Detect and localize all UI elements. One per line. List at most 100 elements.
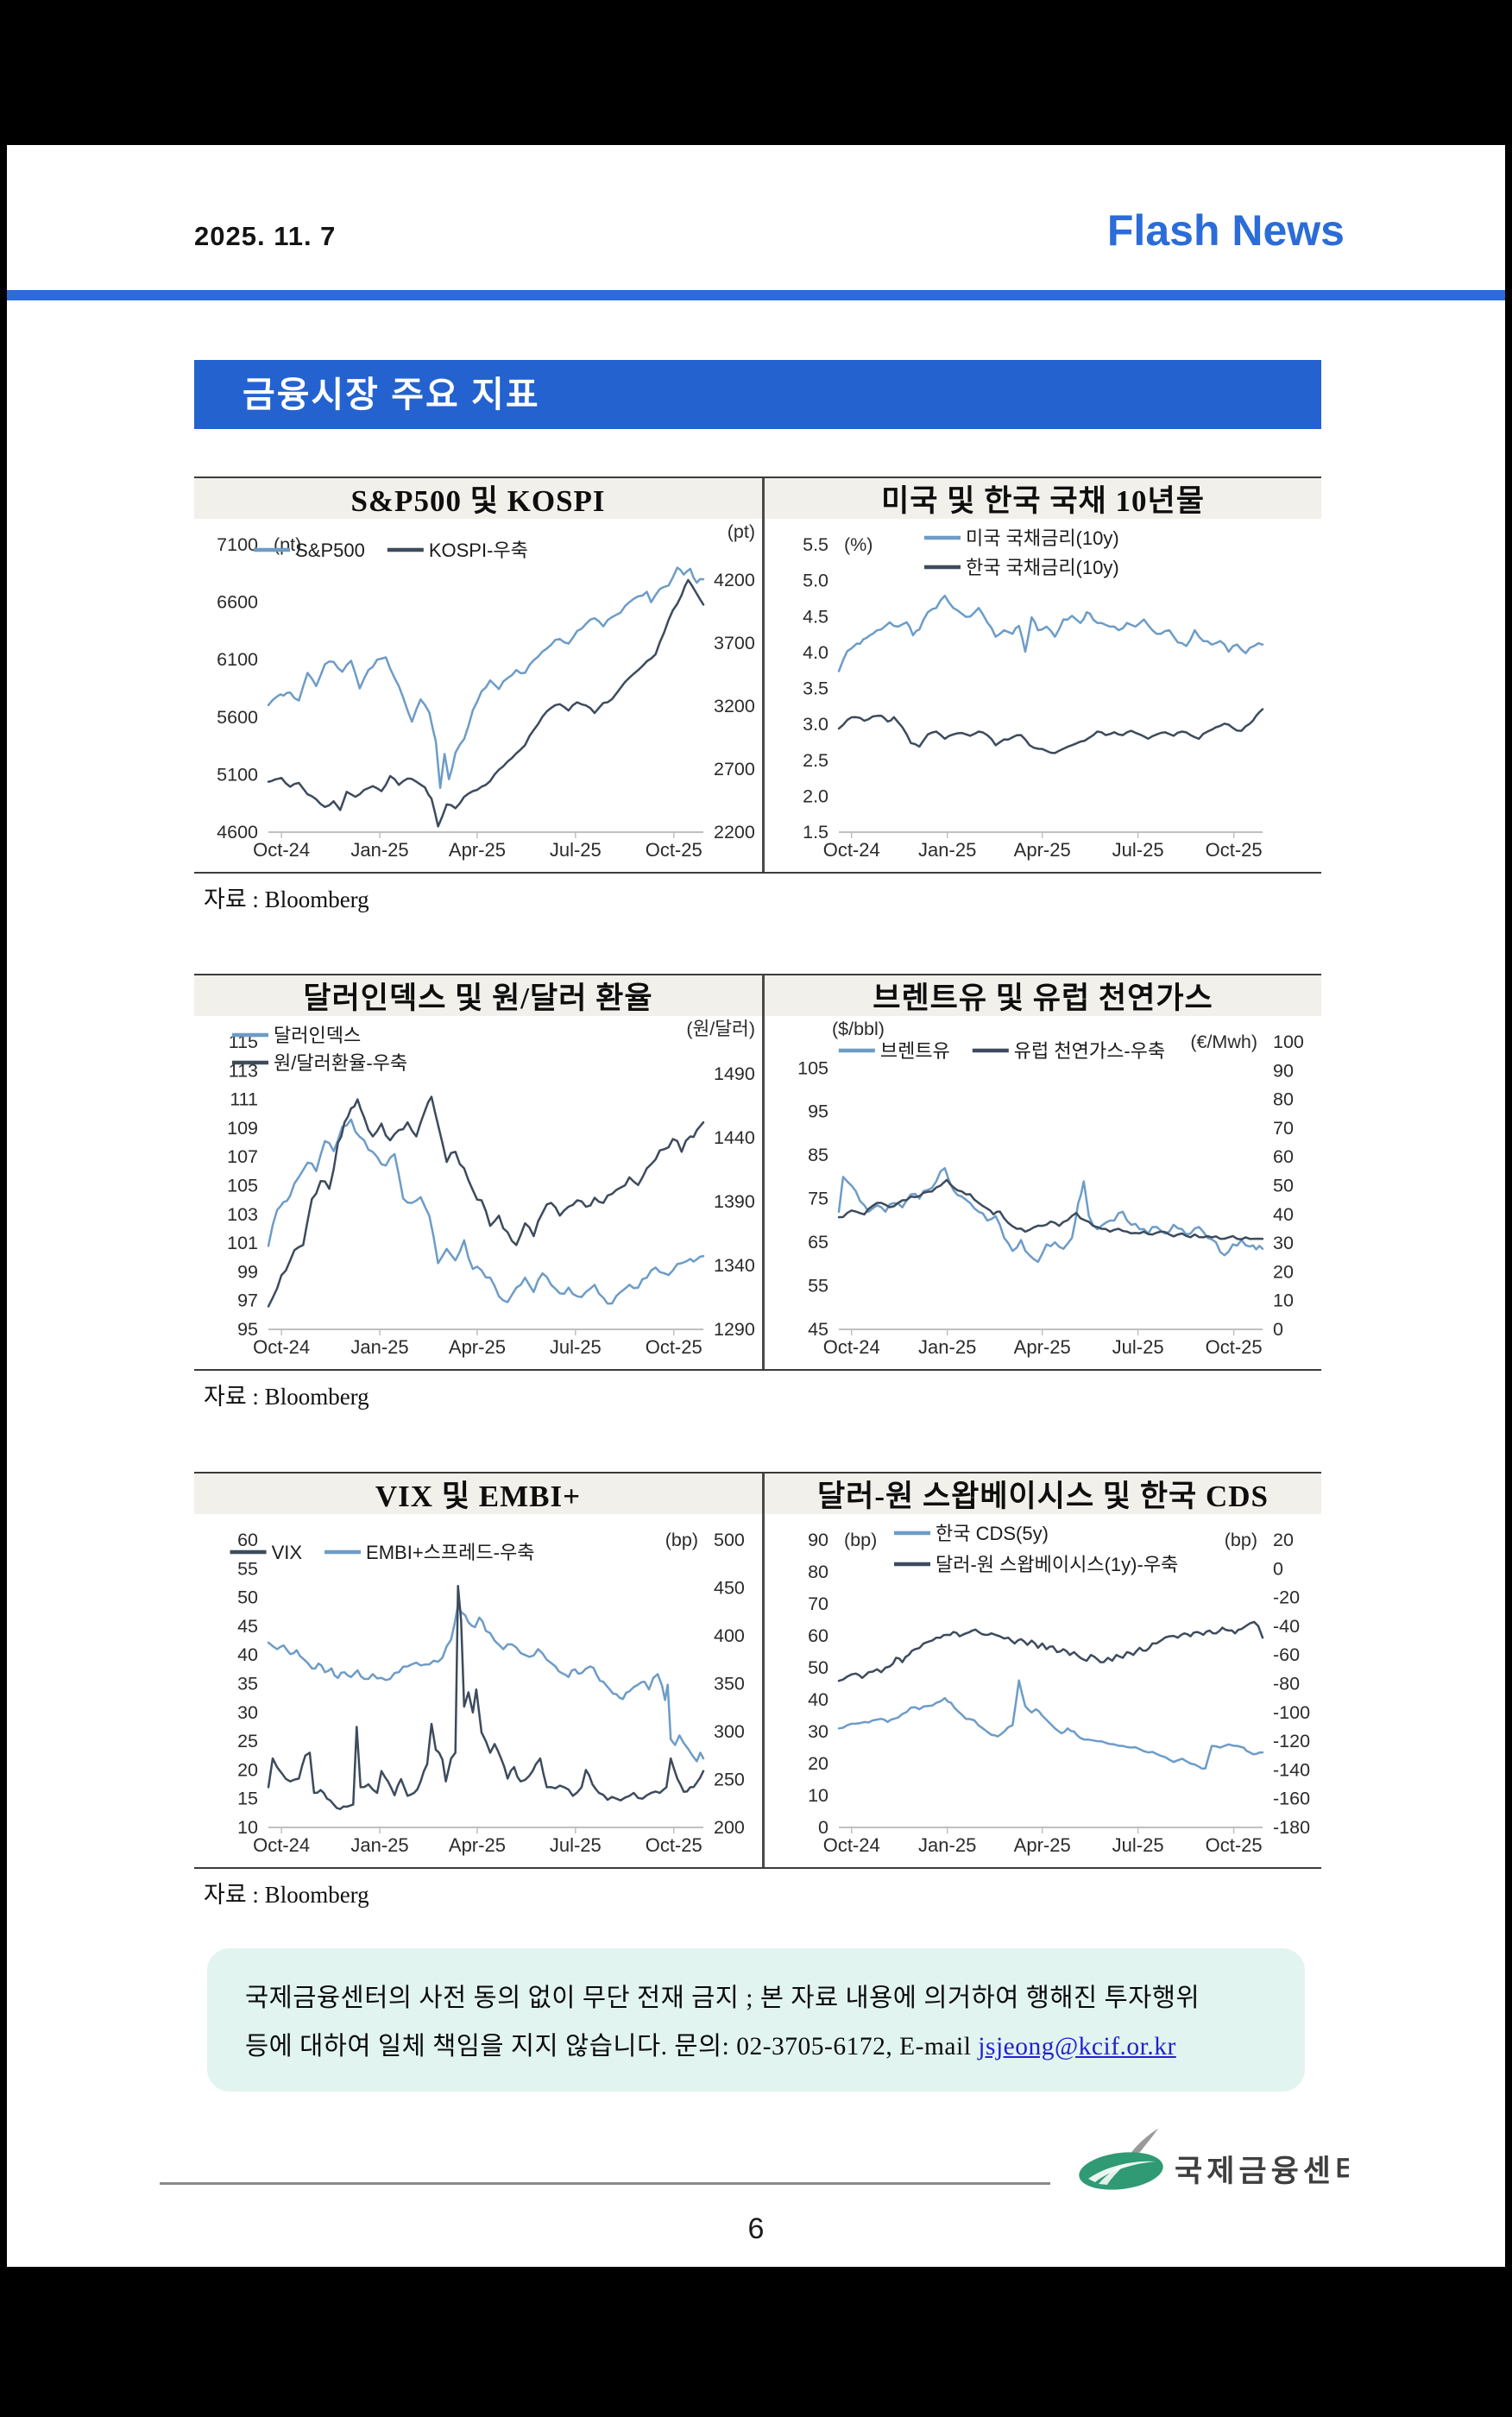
svg-text:달러-원 스왑베이시스(1y)-우축: 달러-원 스왑베이시스(1y)-우축: [936, 1554, 1178, 1575]
svg-text:50: 50: [808, 1657, 828, 1678]
svg-text:Oct-24: Oct-24: [253, 839, 310, 861]
chart-canvas-dxy-krw: Oct-24 Jan-25 Apr-25 Jul-25 Oct-251151131111…: [227, 1019, 755, 1358]
svg-text:브렌트유: 브렌트유: [880, 1040, 950, 1062]
svg-text:65: 65: [808, 1232, 828, 1253]
chart-panel-bonds-10y: 미국 및 한국 국채 10년물 Oct-24 Jan-25 Apr-25 Jul-25…: [762, 478, 1321, 872]
svg-text:2.5: 2.5: [803, 750, 828, 771]
svg-text:Jan-25: Jan-25: [350, 1834, 408, 1856]
svg-text:15: 15: [237, 1789, 258, 1809]
svg-text:(%): (%): [844, 534, 873, 555]
svg-text:-80: -80: [1273, 1674, 1300, 1694]
chart-row-3: VIX 및 EMBI+ Oct-24 Jan-25 Apr-25 Jul-25 Oct-…: [194, 1472, 1321, 1869]
svg-text:Apr-25: Apr-25: [449, 839, 506, 861]
svg-text:60: 60: [237, 1530, 258, 1550]
svg-text:Apr-25: Apr-25: [1014, 1336, 1071, 1358]
svg-text:-120: -120: [1273, 1731, 1310, 1751]
svg-text:103: 103: [227, 1204, 258, 1225]
source-label: 자료 : Bloomberg: [204, 1384, 369, 1410]
svg-text:30: 30: [808, 1721, 828, 1742]
svg-text:25: 25: [237, 1731, 258, 1751]
disclaimer-line1: 국제금융센터의 사전 동의 없이 무단 전재 금지 ; 본 자료 내용에 의거하…: [245, 1985, 1200, 2012]
svg-text:-180: -180: [1273, 1817, 1310, 1838]
chart-title: 달러인덱스 및 원/달러 환율: [194, 975, 762, 1016]
svg-text:Jul-25: Jul-25: [1112, 1834, 1164, 1856]
svg-text:80: 80: [808, 1562, 828, 1582]
svg-text:100: 100: [1273, 1032, 1304, 1052]
svg-text:1440: 1440: [714, 1127, 755, 1148]
svg-text:500: 500: [714, 1530, 745, 1550]
svg-text:111: 111: [230, 1089, 258, 1110]
logo-text: 국제금융센터: [1175, 2155, 1349, 2188]
svg-text:95: 95: [237, 1319, 258, 1340]
svg-text:한국 CDS(5y): 한국 CDS(5y): [936, 1523, 1049, 1544]
chart-canvas-vix-embi: Oct-24 Jan-25 Apr-25 Jul-25 Oct-25 60 55 50 45 40…: [230, 1530, 745, 1856]
svg-text:3700: 3700: [714, 633, 755, 653]
svg-text:0: 0: [818, 1817, 828, 1838]
svg-text:7100: 7100: [217, 534, 258, 555]
svg-text:45: 45: [237, 1616, 258, 1637]
svg-text:Jan-25: Jan-25: [918, 1834, 976, 1856]
svg-text:350: 350: [714, 1674, 745, 1694]
brand-title: Flash News: [1106, 206, 1345, 255]
chart-panel-dxy-krw: 달러인덱스 및 원/달러 환율 Oct-24 Jan-25 Apr-25 Jul-25…: [194, 975, 762, 1369]
svg-text:Apr-25: Apr-25: [1014, 1834, 1071, 1856]
svg-text:-40: -40: [1273, 1616, 1300, 1637]
svg-text:S&P500: S&P500: [295, 540, 365, 561]
svg-text:20: 20: [808, 1753, 828, 1774]
svg-text:Oct-25: Oct-25: [1206, 1336, 1263, 1358]
svg-text:Jul-25: Jul-25: [550, 1336, 602, 1358]
svg-text:2.0: 2.0: [803, 786, 828, 806]
svg-text:200: 200: [714, 1817, 745, 1838]
source-label: 자료 : Bloomberg: [204, 887, 369, 912]
svg-text:Apr-25: Apr-25: [1014, 839, 1071, 861]
svg-text:Jan-25: Jan-25: [350, 1336, 408, 1358]
svg-text:유럽 천연가스-우축: 유럽 천연가스-우축: [1014, 1040, 1165, 1062]
svg-text:2700: 2700: [714, 759, 755, 779]
report-page: 2025. 11. 7 Flash News 금융시장 주요 지표 S&P500…: [7, 145, 1505, 2267]
svg-text:원/달러환율-우축: 원/달러환율-우축: [274, 1052, 407, 1074]
svg-text:Oct-25: Oct-25: [1206, 1834, 1263, 1856]
svg-text:1490: 1490: [714, 1063, 755, 1084]
svg-text:35: 35: [237, 1674, 258, 1694]
svg-text:20: 20: [1273, 1261, 1294, 1282]
svg-text:75: 75: [808, 1189, 828, 1209]
svg-text:30: 30: [237, 1702, 258, 1723]
source-label: 자료 : Bloomberg: [204, 1882, 369, 1908]
svg-text:Jan-25: Jan-25: [350, 839, 408, 861]
svg-text:달러인덱스: 달러인덱스: [274, 1025, 361, 1046]
svg-text:70: 70: [1273, 1118, 1294, 1139]
svg-text:40: 40: [808, 1689, 828, 1710]
chart-title: 브렌트유 및 유럽 천연가스: [765, 975, 1321, 1016]
svg-text:90: 90: [1273, 1060, 1294, 1081]
chart-row-1: S&P500 및 KOSPI Oct-24 Jan-25 Apr-25 Jul-25 O…: [194, 476, 1321, 874]
chart-canvas-brent-gas: Oct-24 Jan-25 Apr-25 Jul-25 Oct-25 105 95 85 75 6…: [797, 1019, 1304, 1358]
svg-text:300: 300: [714, 1721, 745, 1742]
svg-text:5600: 5600: [217, 707, 258, 728]
svg-text:Jul-25: Jul-25: [550, 1834, 602, 1856]
svg-text:80: 80: [1273, 1089, 1294, 1110]
svg-text:Oct-25: Oct-25: [646, 1834, 702, 1856]
section-banner: 금융시장 주요 지표: [194, 360, 1321, 429]
svg-text:85: 85: [808, 1145, 828, 1165]
svg-text:한국 국채금리(10y): 한국 국채금리(10y): [966, 557, 1119, 578]
svg-text:(pt): (pt): [728, 521, 755, 542]
svg-text:Oct-25: Oct-25: [646, 1336, 702, 1358]
svg-text:10: 10: [1273, 1291, 1294, 1311]
svg-text:VIX: VIX: [272, 1542, 303, 1563]
svg-text:Oct-25: Oct-25: [1206, 839, 1263, 861]
svg-text:2200: 2200: [714, 822, 755, 842]
contact-email-link[interactable]: jsjeong@kcif.or.kr: [978, 2033, 1176, 2060]
chart-title: 달러-원 스왑베이시스 및 한국 CDS: [765, 1474, 1321, 1514]
logo-swoosh-icon: [1126, 2129, 1158, 2160]
svg-text:5100: 5100: [217, 764, 258, 785]
svg-text:1390: 1390: [714, 1191, 755, 1212]
svg-text:99: 99: [237, 1261, 258, 1282]
svg-text:Oct-25: Oct-25: [646, 839, 702, 861]
disclaimer-line2: 등에 대하여 일체 책임을 지지 않습니다. 문의: 02-3705-6172,…: [245, 2033, 979, 2060]
footer-divider: [160, 2182, 1050, 2185]
svg-text:1340: 1340: [714, 1255, 755, 1276]
svg-text:250: 250: [714, 1770, 745, 1790]
chart-panel-vix-embi: VIX 및 EMBI+ Oct-24 Jan-25 Apr-25 Jul-25 Oct-…: [194, 1474, 762, 1867]
svg-text:20: 20: [237, 1759, 258, 1780]
svg-text:400: 400: [714, 1625, 745, 1646]
